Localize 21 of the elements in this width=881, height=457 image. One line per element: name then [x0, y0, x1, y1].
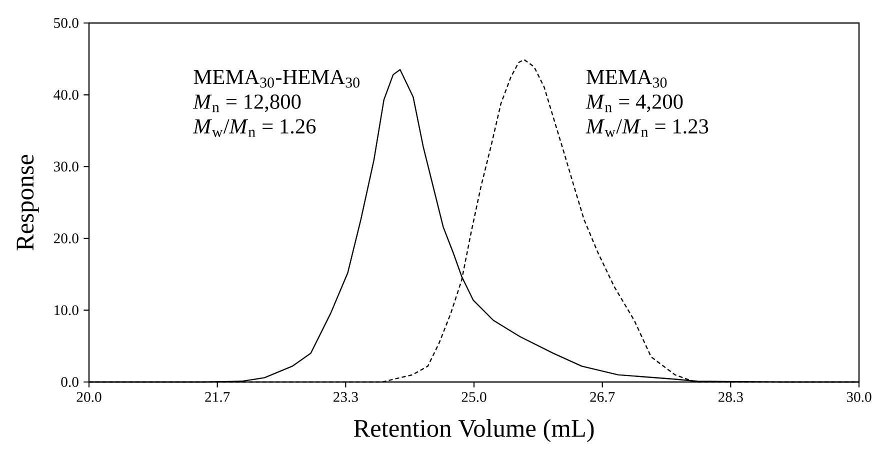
x-tick-label: 25.0 [462, 392, 486, 402]
y-tick-label: 0.0 [61, 377, 78, 387]
x-tick-label: 28.3 [718, 392, 743, 402]
y-tick-label: 10.0 [54, 305, 78, 316]
series-label: MEMA$_{30}$-HEMA$_{30}$ [194, 70, 360, 88]
x-tick-label: 30.0 [846, 392, 872, 402]
series-label: MEMA$_{30}$ [586, 70, 667, 88]
annotation: M$_{w}$/M$_{n}$ = 1.26 [192, 119, 316, 137]
y-tick-label: 30.0 [54, 162, 78, 172]
x-tick-label: 20.0 [76, 392, 102, 402]
y-tick-label: 20.0 [54, 233, 78, 244]
x-tick-label: 23.3 [333, 392, 358, 402]
x-tick-label: 26.7 [590, 392, 615, 402]
annotation: M$_{w}$/M$_{n}$ = 1.23 [586, 119, 708, 137]
x-axis-title: Retention Volume (mL) [354, 419, 594, 442]
y-tick-label: 40.0 [54, 90, 78, 100]
y-tick-label: 50.0 [54, 18, 78, 28]
annotation: M$_{n}$ = 12,800 [192, 94, 301, 112]
x-tick-label: 21.7 [205, 392, 230, 402]
annotation: M$_{n}$ = 4,200 [586, 94, 683, 112]
y-axis-title: Response [16, 154, 39, 250]
